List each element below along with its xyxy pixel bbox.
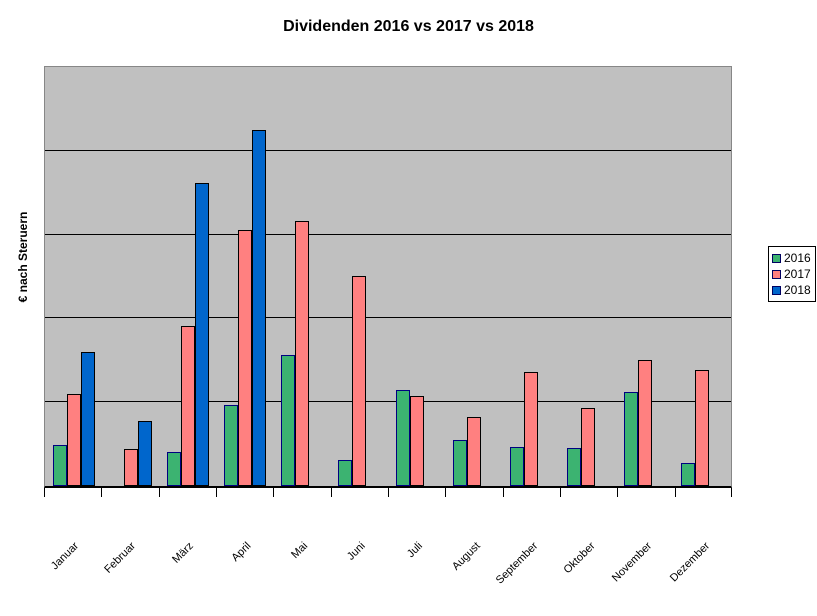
gridline-100 [45, 401, 731, 403]
bar-2016-November [624, 392, 639, 486]
legend-swatch-icon [772, 285, 781, 295]
x-axis-label-August: August [449, 540, 483, 573]
bar-2016-März [166, 451, 181, 486]
x-axis-tick [216, 488, 217, 497]
bar-2017-September [523, 372, 538, 486]
bar-2017-Februar [123, 449, 138, 486]
bar-2017-August [466, 417, 481, 486]
x-axis-label-Januar: Januar [48, 540, 82, 573]
plot-area [44, 66, 732, 488]
legend: 2016 2017 2018 [768, 246, 816, 302]
bar-2017-Dezember [695, 369, 710, 486]
x-axis-label-September: September [493, 540, 540, 587]
x-axis-label-Mai: Mai [289, 540, 311, 562]
legend-swatch-icon [772, 269, 781, 279]
bar-2017-März [180, 325, 195, 486]
legend-item-2016: 2016 [772, 250, 811, 266]
bar-2017-Juni [352, 275, 367, 486]
legend-item-2018: 2018 [772, 282, 811, 298]
bar-2017-April [238, 229, 253, 486]
bar-2017-November [638, 360, 653, 486]
gridline-300 [45, 233, 731, 235]
x-axis-tick [445, 488, 447, 497]
x-axis-ticks [44, 488, 732, 498]
x-axis-label-Juni: Juni [345, 540, 368, 563]
legend-item-2017: 2017 [772, 266, 811, 282]
bar-2018-Januar [80, 351, 95, 486]
chart-title: Dividenden 2016 vs 2017 vs 2018 [283, 18, 534, 35]
bar-2018-Februar [137, 420, 152, 486]
x-axis-label-Oktober: Oktober [560, 540, 598, 577]
x-axis-tick [388, 488, 389, 497]
bar-2016-August [452, 439, 467, 486]
bar-2017-Juli [409, 395, 424, 486]
x-axis-tick [158, 488, 160, 497]
legend-label: 2016 [784, 251, 811, 265]
x-axis-tick [502, 488, 504, 497]
bar-2016-Oktober [567, 448, 582, 486]
gridline-200 [45, 317, 731, 319]
bar-2016-September [509, 446, 524, 486]
x-axis-tick [273, 488, 275, 497]
x-axis-tick [674, 488, 676, 497]
bar-2018-März [194, 183, 209, 486]
legend-swatch-icon [772, 253, 781, 263]
bar-2017-Oktober [581, 408, 596, 486]
x-axis-label-Dezember: Dezember [667, 540, 712, 585]
x-axis-label-Februar: Februar [102, 540, 139, 576]
bar-2016-Januar [52, 444, 67, 486]
x-axis-label-November: November [610, 540, 655, 585]
bar-2016-Juli [395, 390, 410, 486]
x-axis-tick [731, 488, 732, 497]
bar-2016-Juni [338, 460, 353, 486]
bar-2016-Dezember [681, 462, 696, 486]
bar-2018-April [252, 129, 267, 486]
x-axis-tick [617, 488, 619, 497]
x-axis-label-März: März [170, 540, 196, 566]
x-axis-label-April: April [229, 540, 254, 565]
y-axis-title: € nach Steruern [16, 211, 30, 303]
bar-2016-Mai [281, 355, 296, 486]
legend-label: 2018 [784, 283, 811, 297]
x-axis-tick [44, 488, 45, 497]
bar-2017-Mai [295, 221, 310, 486]
bar-2017-Januar [66, 393, 81, 486]
bar-2016-April [224, 404, 239, 486]
x-axis-tick [560, 488, 561, 497]
legend-label: 2017 [784, 267, 811, 281]
x-axis-label-Juli: Juli [404, 540, 426, 561]
x-axis-tick [330, 488, 332, 497]
x-axis-tick [101, 488, 103, 497]
gridline-400 [45, 149, 731, 151]
